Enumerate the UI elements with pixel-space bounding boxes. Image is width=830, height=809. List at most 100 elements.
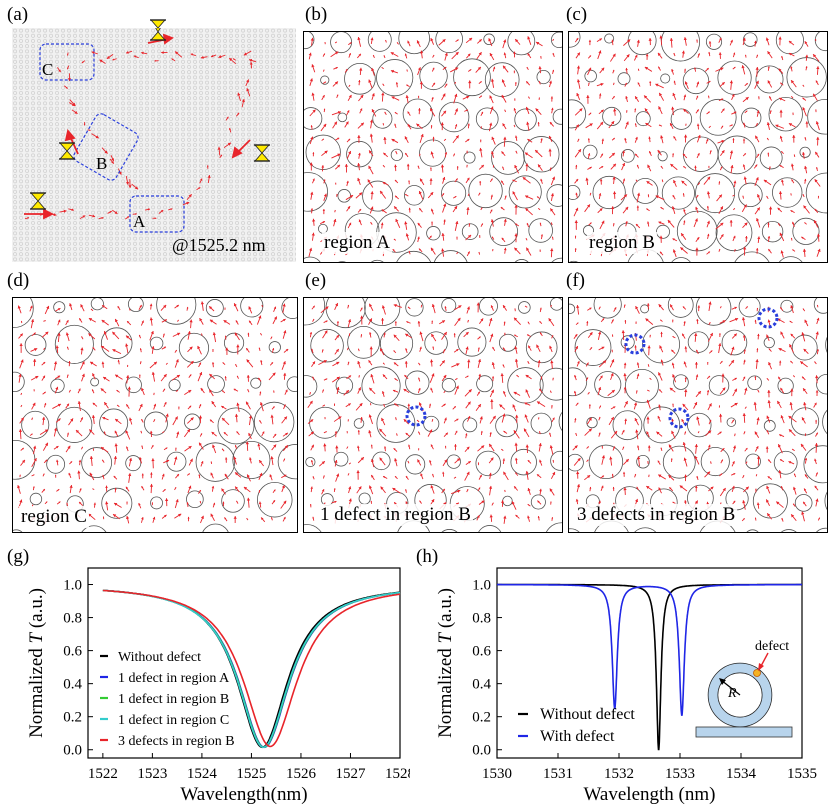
field-arrow-head bbox=[575, 433, 577, 435]
field-arrow-head bbox=[81, 373, 85, 377]
field-arrow-head bbox=[336, 361, 340, 365]
field-arrow-head bbox=[258, 377, 261, 380]
field-arrow-head bbox=[625, 221, 628, 224]
field-arrow-head bbox=[767, 389, 771, 393]
field-arrow-head bbox=[694, 218, 698, 222]
field-arrow-head bbox=[502, 347, 505, 350]
field-arrow-head bbox=[176, 374, 180, 378]
field-arrow-head bbox=[647, 364, 650, 366]
field-arrow-head bbox=[804, 222, 806, 224]
field-arrow-head bbox=[404, 136, 408, 140]
field-arrow-head bbox=[550, 222, 553, 224]
field-arrow-head bbox=[720, 67, 724, 71]
field-arrow-head bbox=[669, 38, 674, 41]
field-arrow-head bbox=[757, 389, 759, 392]
field-arrow-head bbox=[528, 345, 531, 349]
field-arrow-head bbox=[803, 488, 807, 491]
field-arrow-head bbox=[336, 193, 338, 196]
field-arrow-head bbox=[600, 375, 603, 379]
field-arrow-head bbox=[743, 376, 746, 379]
field-arrow-head bbox=[477, 391, 480, 394]
field-arrow-head bbox=[70, 418, 74, 422]
field-arrow-head bbox=[611, 390, 615, 394]
field-arrow-head bbox=[210, 461, 212, 463]
field-arrow-head bbox=[199, 442, 202, 446]
field-arrow-head bbox=[273, 390, 275, 392]
field-arrow-head bbox=[721, 373, 725, 377]
field-arrow-head bbox=[589, 192, 592, 195]
field-arrow-head bbox=[322, 95, 325, 98]
field-arrow-head bbox=[270, 414, 274, 418]
field-arrow-head bbox=[176, 474, 179, 477]
field-arrow-head bbox=[310, 486, 313, 489]
field-arrow-head bbox=[18, 374, 22, 377]
field-arrow-head bbox=[333, 219, 337, 223]
field-arrow-head bbox=[733, 195, 735, 197]
field-arrow-head bbox=[710, 461, 712, 463]
field-arrow-head bbox=[405, 153, 408, 156]
h-xtick-label: 1530 bbox=[482, 766, 512, 782]
field-arrow-head bbox=[514, 165, 518, 169]
field-arrow-head bbox=[671, 206, 675, 210]
field-arrow-head bbox=[260, 360, 263, 363]
field-arrow-head bbox=[767, 476, 771, 479]
air-hole bbox=[320, 75, 330, 85]
region-a-box bbox=[129, 195, 185, 233]
field-arrow-head bbox=[489, 514, 493, 518]
field-arrow-head bbox=[503, 471, 507, 475]
field-arrow-head bbox=[780, 459, 783, 462]
field-arrow-head bbox=[100, 447, 105, 451]
field-arrow-head bbox=[357, 361, 361, 365]
field-arrow-head bbox=[243, 52, 248, 56]
field-arrow-head bbox=[779, 97, 783, 101]
h-plot-frame bbox=[496, 567, 803, 759]
field-arrow-head bbox=[766, 378, 769, 380]
field-arrow-head bbox=[358, 219, 362, 223]
hourglass-icon bbox=[30, 192, 46, 210]
field-arrow-head bbox=[163, 388, 166, 391]
field-arrow-head bbox=[503, 430, 506, 433]
field-arrow-head bbox=[513, 51, 516, 54]
field-arrow-head bbox=[504, 332, 506, 334]
field-arrow-head bbox=[176, 431, 180, 435]
field-map-svg bbox=[13, 298, 297, 532]
field-arrow-head bbox=[767, 51, 771, 55]
field-arrow-head bbox=[344, 163, 349, 167]
field-arrow-head bbox=[392, 389, 396, 393]
field-arrow-head bbox=[66, 502, 68, 505]
field-arrow-head bbox=[369, 332, 372, 335]
field-arrow-head bbox=[706, 471, 711, 475]
field-arrow-head bbox=[551, 517, 554, 519]
field-arrow-head bbox=[707, 251, 710, 254]
field-arrow-head bbox=[417, 222, 421, 226]
field-arrow-head bbox=[444, 66, 447, 69]
air-hole bbox=[759, 146, 783, 170]
air-hole bbox=[636, 454, 650, 469]
field-arrow-head bbox=[539, 459, 542, 463]
field-arrow-head bbox=[514, 346, 518, 350]
field-arrow-head bbox=[309, 162, 313, 166]
field-arrow-head bbox=[623, 194, 628, 198]
field-arrow-head bbox=[501, 237, 504, 241]
field-arrow-head bbox=[165, 447, 168, 450]
field-arrow-head bbox=[574, 334, 578, 337]
field-arrow-head bbox=[646, 431, 649, 435]
field-arrow-head bbox=[682, 153, 686, 157]
field-arrow-head bbox=[587, 138, 590, 141]
field-arrow-head bbox=[660, 207, 663, 209]
h-series-line bbox=[497, 583, 802, 751]
field-arrow-head bbox=[431, 303, 435, 308]
field-arrow-head bbox=[249, 62, 253, 65]
field-arrow-head bbox=[681, 233, 685, 237]
field-arrow-head bbox=[695, 374, 699, 377]
air-hole bbox=[475, 450, 501, 477]
field-arrow-head bbox=[444, 417, 447, 421]
field-arrow-head bbox=[42, 375, 45, 379]
field-arrow-head bbox=[672, 195, 675, 198]
field-arrow-head bbox=[681, 50, 685, 54]
field-arrow-head bbox=[370, 458, 375, 463]
field-arrow-head bbox=[166, 459, 170, 463]
field-arrow-head bbox=[164, 514, 167, 518]
field-arrow-head bbox=[744, 222, 748, 226]
field-arrow-head bbox=[548, 148, 552, 152]
